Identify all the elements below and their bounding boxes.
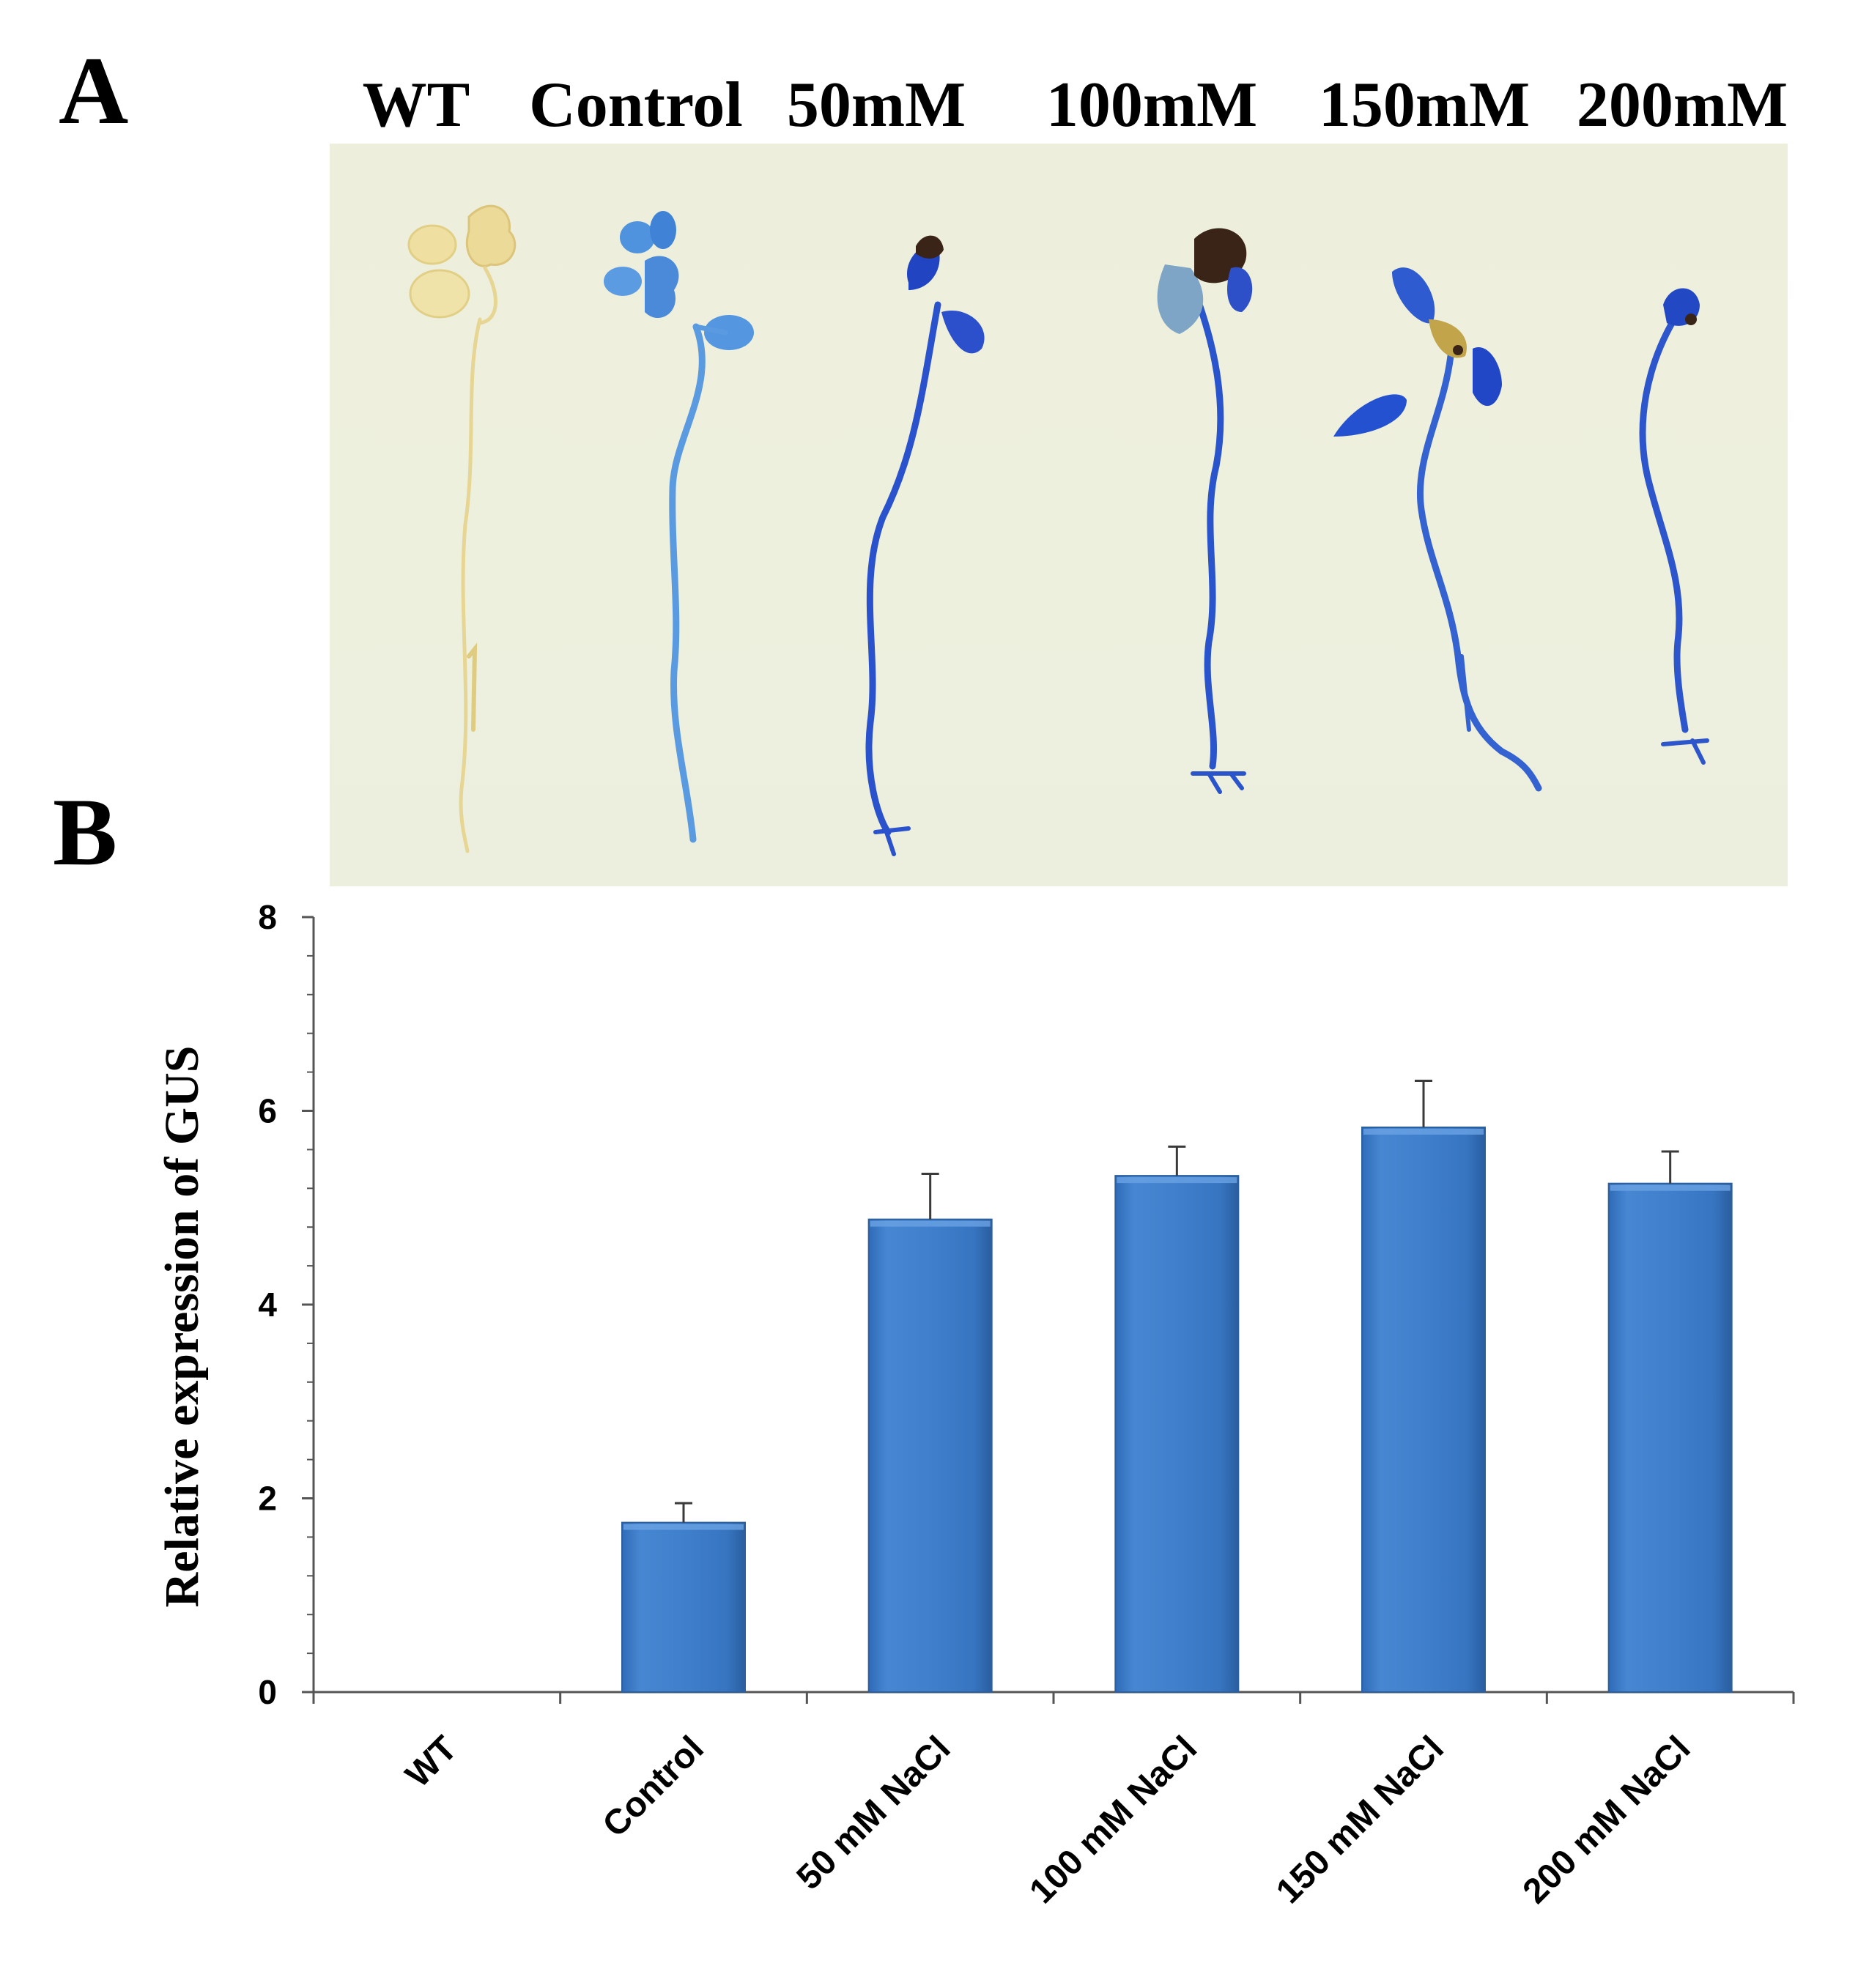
seedling-control [604,211,754,843]
bar-highlight-2 [870,1220,991,1227]
bar-4 [1361,1126,1486,1694]
bar-1 [621,1521,746,1693]
y-tick-label: 4 [258,1286,277,1324]
y-tick-label: 0 [258,1673,277,1711]
x-tick-label: 150 mM NaCl [1269,1729,1451,1911]
x-tick-label: WT [399,1729,464,1795]
bars [621,1080,1733,1694]
y-tick-label: 2 [258,1480,277,1518]
panel-b-letter: B [53,778,118,886]
seedling-50mm [865,235,985,856]
bar-3 [1114,1175,1240,1694]
bar-highlight-3 [1117,1177,1237,1184]
bar-highlight-1 [623,1524,744,1530]
seedling-wt [407,204,517,853]
column-label-50mm: 50mM [786,70,966,141]
bar-highlight-4 [1363,1128,1484,1135]
bar-chart: 0 2 4 6 8 WT Control 50 mM NaCl 100 mM NaCl 150 m… [155,898,1795,1911]
column-label-200mm: 200mM [1576,70,1788,141]
x-tick-label: 200 mM NaCl [1516,1729,1698,1911]
column-label-control: Control [529,70,743,141]
y-tick-label: 6 [258,1092,277,1130]
column-label-wt: WT [362,70,470,141]
bar-highlight-5 [1610,1184,1731,1191]
seedling-100mm [1157,228,1253,794]
x-tick-label: 50 mM NaCl [790,1729,958,1897]
gus-staining-photo [330,144,1788,886]
seedlings-illustration [407,204,1709,856]
bar-2 [867,1218,993,1693]
x-tick-label: Control [596,1729,711,1844]
panel-a-letter: A [59,37,129,144]
y-axis-label: Relative expression of GUS [155,1046,209,1608]
ticks: 0 2 4 6 8 WT Control 50 mM NaCl 100 mM NaCl 150 m… [258,898,1795,1911]
x-tick-label: 100 mM NaCl [1022,1729,1204,1911]
bar-5 [1607,1182,1733,1693]
seedling-150mm [1333,267,1542,792]
column-label-150mm: 150mM [1318,70,1531,141]
column-label-100mm: 100mM [1045,70,1258,141]
seedling-200mm [1639,288,1709,765]
y-tick-label: 8 [258,898,277,936]
